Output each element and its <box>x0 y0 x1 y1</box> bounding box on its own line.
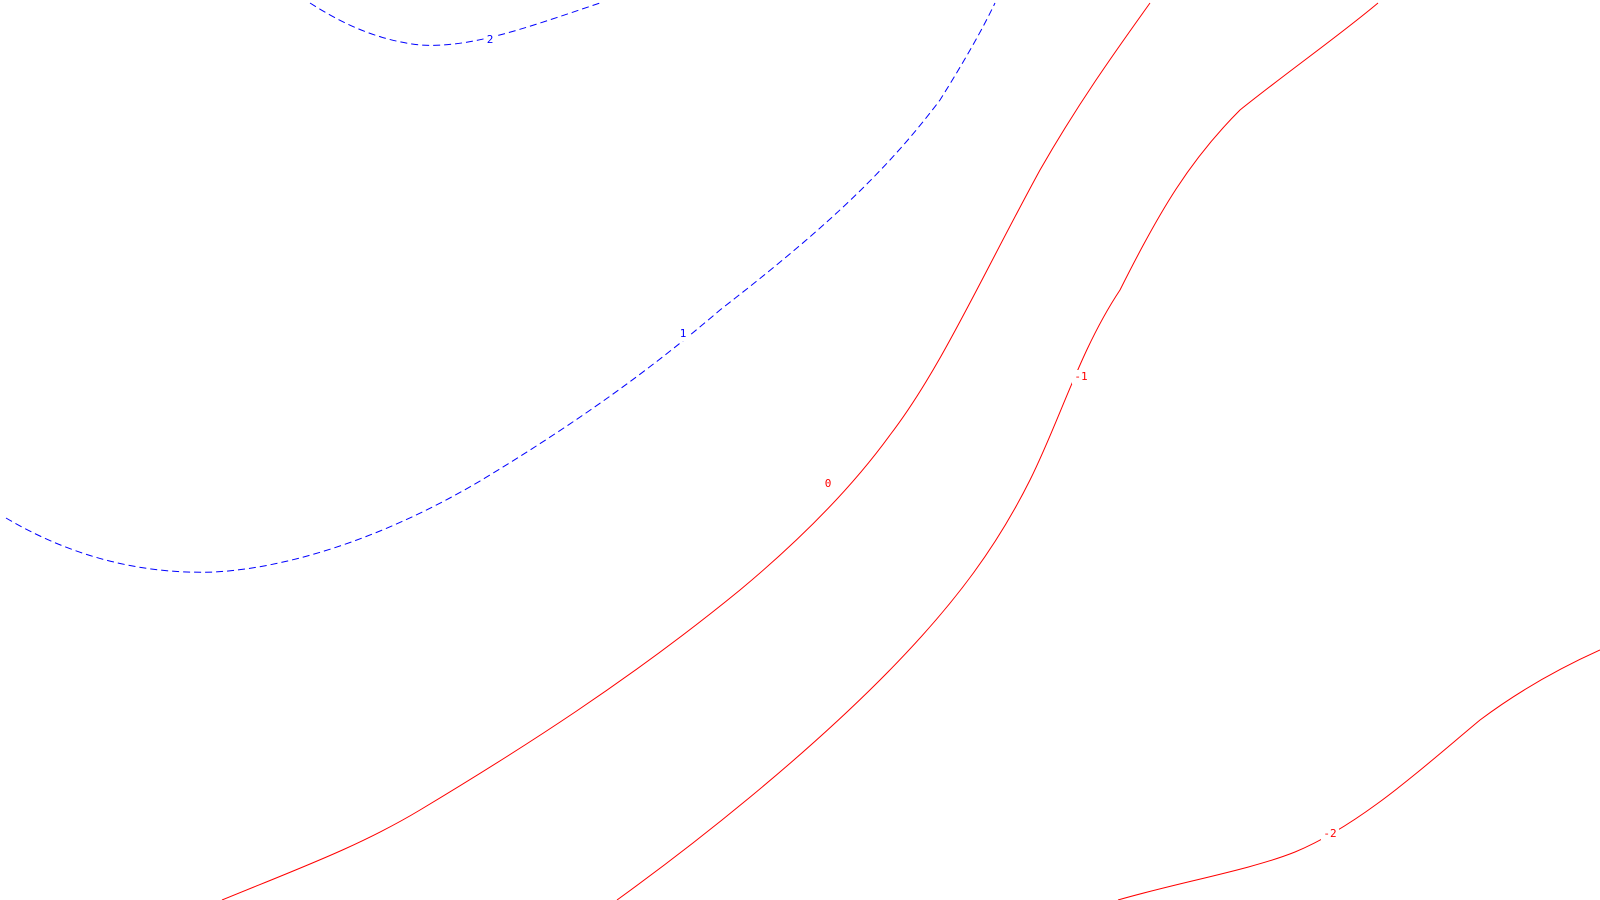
contour-line-neg1 <box>616 2 1379 900</box>
contour-label-bg-neg2 <box>1321 827 1339 841</box>
contour-label-neg2: -2 <box>1323 827 1336 840</box>
contour-label-0: 0 <box>825 477 832 490</box>
contour-label-bg-neg1 <box>1072 370 1090 384</box>
contour-line-1 <box>5 2 996 573</box>
contour-label-bg-0 <box>822 477 834 491</box>
contour-label-1: 1 <box>680 327 687 340</box>
contour-label-bg-2 <box>484 33 496 47</box>
contour-label-2: 2 <box>487 33 494 46</box>
contour-1-group: 1 <box>5 2 996 573</box>
contour-label-bg-1 <box>677 327 689 341</box>
contour-0-group: 0 <box>221 2 1151 900</box>
contour-line-neg2 <box>1117 649 1600 900</box>
contour-label-neg1: -1 <box>1074 370 1087 383</box>
contour-2-group: 2 <box>309 2 601 47</box>
contour-line-0 <box>221 2 1151 900</box>
contour-neg2-group: -2 <box>1117 649 1600 900</box>
contour-line-2 <box>309 2 601 46</box>
contour-neg1-group: -1 <box>616 2 1379 900</box>
